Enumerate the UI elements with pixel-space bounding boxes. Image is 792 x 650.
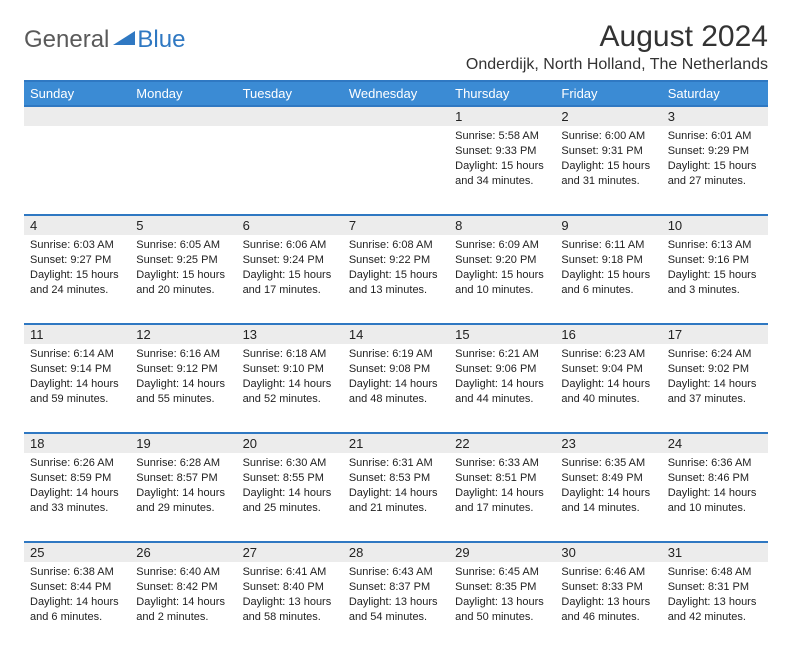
day-number-blank	[130, 105, 236, 126]
day-content: Sunrise: 6:18 AMSunset: 9:10 PMDaylight:…	[237, 344, 343, 412]
day-number-blank	[24, 105, 130, 126]
weekday-header: Tuesday	[237, 81, 343, 105]
month-title: August 2024	[466, 20, 768, 54]
weekday-header-row: SundayMondayTuesdayWednesdayThursdayFrid…	[24, 81, 768, 105]
day-number-row: 25262728293031	[24, 541, 768, 562]
day-number: 26	[130, 541, 236, 562]
day-content: Sunrise: 6:28 AMSunset: 8:57 PMDaylight:…	[130, 453, 236, 521]
day-content: Sunrise: 6:43 AMSunset: 8:37 PMDaylight:…	[343, 562, 449, 630]
day-content: Sunrise: 6:30 AMSunset: 8:55 PMDaylight:…	[237, 453, 343, 521]
day-content-row: Sunrise: 6:14 AMSunset: 9:14 PMDaylight:…	[24, 344, 768, 432]
day-content: Sunrise: 6:38 AMSunset: 8:44 PMDaylight:…	[24, 562, 130, 630]
logo-text-general: General	[24, 26, 109, 54]
day-number-row: 45678910	[24, 214, 768, 235]
day-content: Sunrise: 6:41 AMSunset: 8:40 PMDaylight:…	[237, 562, 343, 630]
day-number: 18	[24, 432, 130, 453]
day-number: 19	[130, 432, 236, 453]
calendar-table: SundayMondayTuesdayWednesdayThursdayFrid…	[24, 80, 768, 650]
day-number: 25	[24, 541, 130, 562]
day-number-blank	[237, 105, 343, 126]
day-number: 12	[130, 323, 236, 344]
title-block: August 2024 Onderdijk, North Holland, Th…	[466, 20, 768, 74]
day-number-row: 123	[24, 105, 768, 126]
day-content-row: Sunrise: 6:38 AMSunset: 8:44 PMDaylight:…	[24, 562, 768, 650]
day-number: 3	[662, 105, 768, 126]
day-number: 14	[343, 323, 449, 344]
day-number: 24	[662, 432, 768, 453]
weekday-header: Saturday	[662, 81, 768, 105]
day-number: 1	[449, 105, 555, 126]
day-number-blank	[343, 105, 449, 126]
day-content-row: Sunrise: 5:58 AMSunset: 9:33 PMDaylight:…	[24, 126, 768, 214]
day-content: Sunrise: 6:09 AMSunset: 9:20 PMDaylight:…	[449, 235, 555, 303]
header: General Blue August 2024 Onderdijk, Nort…	[24, 20, 768, 74]
day-content: Sunrise: 6:40 AMSunset: 8:42 PMDaylight:…	[130, 562, 236, 630]
day-number-row: 11121314151617	[24, 323, 768, 344]
day-content-row: Sunrise: 6:03 AMSunset: 9:27 PMDaylight:…	[24, 235, 768, 323]
day-content: Sunrise: 6:01 AMSunset: 9:29 PMDaylight:…	[662, 126, 768, 194]
day-number: 5	[130, 214, 236, 235]
day-content: Sunrise: 6:05 AMSunset: 9:25 PMDaylight:…	[130, 235, 236, 303]
day-number: 20	[237, 432, 343, 453]
day-number: 13	[237, 323, 343, 344]
logo: General Blue	[24, 20, 185, 54]
day-content: Sunrise: 6:21 AMSunset: 9:06 PMDaylight:…	[449, 344, 555, 412]
logo-triangle-icon	[113, 29, 135, 52]
day-content: Sunrise: 6:11 AMSunset: 9:18 PMDaylight:…	[555, 235, 661, 303]
day-number: 7	[343, 214, 449, 235]
day-content: Sunrise: 6:35 AMSunset: 8:49 PMDaylight:…	[555, 453, 661, 521]
day-content: Sunrise: 5:58 AMSunset: 9:33 PMDaylight:…	[449, 126, 555, 194]
day-number: 15	[449, 323, 555, 344]
day-content: Sunrise: 6:08 AMSunset: 9:22 PMDaylight:…	[343, 235, 449, 303]
day-content: Sunrise: 6:45 AMSunset: 8:35 PMDaylight:…	[449, 562, 555, 630]
weekday-header: Thursday	[449, 81, 555, 105]
weekday-header: Friday	[555, 81, 661, 105]
day-content: Sunrise: 6:06 AMSunset: 9:24 PMDaylight:…	[237, 235, 343, 303]
day-number: 28	[343, 541, 449, 562]
day-number: 29	[449, 541, 555, 562]
day-content: Sunrise: 6:19 AMSunset: 9:08 PMDaylight:…	[343, 344, 449, 412]
day-number: 4	[24, 214, 130, 235]
day-number: 23	[555, 432, 661, 453]
day-content: Sunrise: 6:14 AMSunset: 9:14 PMDaylight:…	[24, 344, 130, 412]
weekday-header: Monday	[130, 81, 236, 105]
day-content: Sunrise: 6:48 AMSunset: 8:31 PMDaylight:…	[662, 562, 768, 630]
day-number: 9	[555, 214, 661, 235]
day-content: Sunrise: 6:31 AMSunset: 8:53 PMDaylight:…	[343, 453, 449, 521]
day-number: 8	[449, 214, 555, 235]
day-content: Sunrise: 6:24 AMSunset: 9:02 PMDaylight:…	[662, 344, 768, 412]
day-number: 11	[24, 323, 130, 344]
logo-text-blue: Blue	[137, 26, 185, 54]
day-content: Sunrise: 6:46 AMSunset: 8:33 PMDaylight:…	[555, 562, 661, 630]
day-content: Sunrise: 6:13 AMSunset: 9:16 PMDaylight:…	[662, 235, 768, 303]
day-content: Sunrise: 6:33 AMSunset: 8:51 PMDaylight:…	[449, 453, 555, 521]
day-number: 6	[237, 214, 343, 235]
location: Onderdijk, North Holland, The Netherland…	[466, 56, 768, 74]
day-content: Sunrise: 6:36 AMSunset: 8:46 PMDaylight:…	[662, 453, 768, 521]
day-content: Sunrise: 6:26 AMSunset: 8:59 PMDaylight:…	[24, 453, 130, 521]
day-number: 16	[555, 323, 661, 344]
day-content: Sunrise: 6:00 AMSunset: 9:31 PMDaylight:…	[555, 126, 661, 194]
day-content-row: Sunrise: 6:26 AMSunset: 8:59 PMDaylight:…	[24, 453, 768, 541]
weekday-header: Sunday	[24, 81, 130, 105]
day-content: Sunrise: 6:23 AMSunset: 9:04 PMDaylight:…	[555, 344, 661, 412]
day-number: 10	[662, 214, 768, 235]
day-content: Sunrise: 6:03 AMSunset: 9:27 PMDaylight:…	[24, 235, 130, 303]
day-number: 2	[555, 105, 661, 126]
day-number: 17	[662, 323, 768, 344]
day-number: 22	[449, 432, 555, 453]
day-number: 27	[237, 541, 343, 562]
day-number: 31	[662, 541, 768, 562]
day-content: Sunrise: 6:16 AMSunset: 9:12 PMDaylight:…	[130, 344, 236, 412]
day-number-row: 18192021222324	[24, 432, 768, 453]
weekday-header: Wednesday	[343, 81, 449, 105]
day-number: 30	[555, 541, 661, 562]
day-number: 21	[343, 432, 449, 453]
